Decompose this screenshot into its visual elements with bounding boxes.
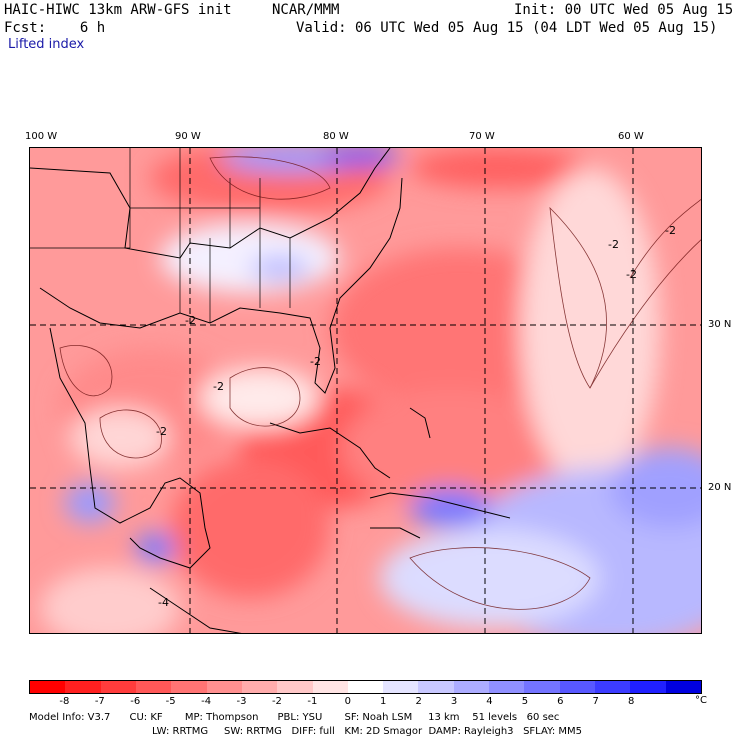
colorbar-swatch — [559, 681, 595, 693]
colorbar-swatch — [65, 681, 101, 693]
field-name: Lifted index — [8, 37, 85, 52]
colorbar-swatch — [171, 681, 207, 693]
forecast-hour: Fcst: 6 h — [4, 20, 106, 36]
lon-label-100w: 100 W — [25, 131, 58, 142]
center-label: NCAR/MMM — [272, 2, 340, 18]
colorbar-tick-label: 2 — [415, 696, 422, 707]
colorbar-tick-label: -2 — [271, 696, 282, 707]
model-title: HAIC-HIWC 13km ARW-GFS init — [4, 2, 232, 18]
map-canvas: -2 -2 -2 -2 -2 -2 -2 -4 — [30, 148, 701, 633]
colorbar-tick-label: -7 — [94, 696, 105, 707]
contour-label: -4 — [158, 596, 169, 609]
colorbar-swatch — [453, 681, 490, 693]
model-info-line2: LW: RRTMG SW: RRTMG DIFF: full KM: 2D Sm… — [152, 726, 582, 737]
colorbar-swatch — [100, 681, 136, 693]
colorbar-swatch — [524, 681, 560, 693]
contours — [59, 156, 701, 610]
lat-label-20n: 20 N — [708, 482, 732, 493]
colorbar-unit: °C — [695, 695, 707, 706]
contour-label: -2 — [185, 314, 196, 327]
colorbar-swatch — [277, 681, 313, 693]
model-info-line1: Model Info: V3.7 CU: KF MP: Thompson PBL… — [29, 712, 560, 723]
colorbar-swatch — [312, 681, 348, 693]
colorbar-tick-label: -8 — [59, 696, 70, 707]
colorbar-tick-label: 4 — [486, 696, 493, 707]
colorbar-tick-label: 6 — [557, 696, 564, 707]
lon-label-80w: 80 W — [323, 131, 349, 142]
colorbar-tick-label: -5 — [165, 696, 176, 707]
lon-label-60w: 60 W — [618, 131, 644, 142]
contour-label: -2 — [608, 238, 619, 251]
init-time: Init: 00 UTC Wed 05 Aug 15 — [514, 2, 734, 18]
colorbar-tick-label: 7 — [592, 696, 599, 707]
colorbar-tick-label: 0 — [344, 696, 351, 707]
colorbar-swatch — [489, 681, 525, 693]
contour-label: -2 — [213, 380, 224, 393]
contour-label: -2 — [665, 224, 676, 237]
colorbar-tick-label: -3 — [236, 696, 247, 707]
contour-label-group: -2 -2 -2 -2 -2 -2 -2 -4 — [156, 224, 676, 609]
colorbar-tick-label: 3 — [450, 696, 458, 707]
colorbar-swatch — [30, 681, 66, 693]
colorbar-swatch — [595, 681, 631, 693]
colorbar-tick-label: -1 — [307, 696, 318, 707]
contour-label: -2 — [626, 268, 637, 281]
lat-label-30n: 30 N — [708, 319, 732, 330]
colorbar-tick-label: -4 — [201, 696, 212, 707]
colorbar — [29, 680, 702, 694]
valid-time: Valid: 06 UTC Wed 05 Aug 15 (04 LDT Wed … — [296, 20, 718, 36]
colorbar-swatch — [241, 681, 278, 693]
colorbar-swatch — [383, 681, 419, 693]
colorbar-swatch — [135, 681, 172, 693]
lon-label-90w: 90 W — [175, 131, 201, 142]
state-borders — [30, 148, 291, 323]
colorbar-tick-label: -6 — [130, 696, 141, 707]
colorbar-swatch — [630, 681, 666, 693]
contour-label: -2 — [156, 425, 167, 438]
colorbar-tick-label: 8 — [627, 696, 635, 707]
colorbar-swatch — [347, 681, 384, 693]
latlon-grid — [30, 148, 701, 633]
colorbar-swatch — [665, 681, 701, 693]
colorbar-swatch — [206, 681, 242, 693]
lifted-index-map: -2 -2 -2 -2 -2 -2 -2 -4 — [29, 147, 702, 634]
contour-label: -2 — [310, 355, 321, 368]
colorbar-swatch — [418, 681, 454, 693]
colorbar-tick-label: 5 — [521, 696, 529, 707]
lon-label-70w: 70 W — [469, 131, 495, 142]
colorbar-tick-label: 1 — [380, 696, 387, 707]
